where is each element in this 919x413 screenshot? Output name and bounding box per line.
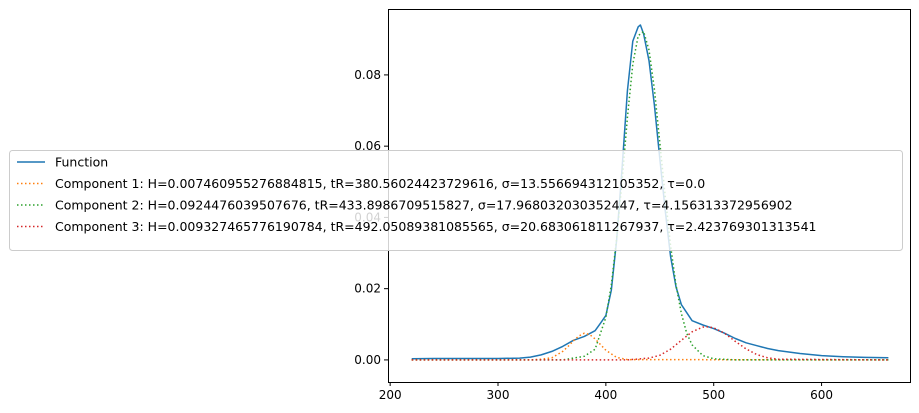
series-line-3 <box>411 30 889 361</box>
y-tick-label: 0.08 <box>354 68 381 82</box>
x-tick-label: 500 <box>702 388 725 402</box>
plot-lines <box>411 24 889 361</box>
legend-label-1: Function <box>55 155 108 170</box>
legend: Function Component 1: H=0.007460955276884… <box>9 150 903 251</box>
x-tick-label: 400 <box>594 388 617 402</box>
x-tick-label: 600 <box>810 388 833 402</box>
y-tick-label: 0.02 <box>354 282 381 296</box>
series-line-4 <box>411 326 889 361</box>
series-line-1 <box>411 24 889 360</box>
y-tick-label: 0.00 <box>354 353 381 367</box>
y-axis: 0.000.020.040.060.08 <box>354 68 388 367</box>
x-tick-label: 300 <box>487 388 510 402</box>
legend-label-2: Component 1: H=0.007460955276884815, tR=… <box>55 176 705 191</box>
legend-box <box>9 150 903 251</box>
legend-label-3: Component 2: H=0.0924476039507676, tR=43… <box>55 198 793 213</box>
y-tick-label: 0.06 <box>354 139 381 153</box>
legend-label-4: Component 3: H=0.009327465776190784, tR=… <box>55 219 817 234</box>
x-tick-label: 200 <box>379 388 402 402</box>
x-axis: 200 300 400 500 600 <box>379 382 833 402</box>
